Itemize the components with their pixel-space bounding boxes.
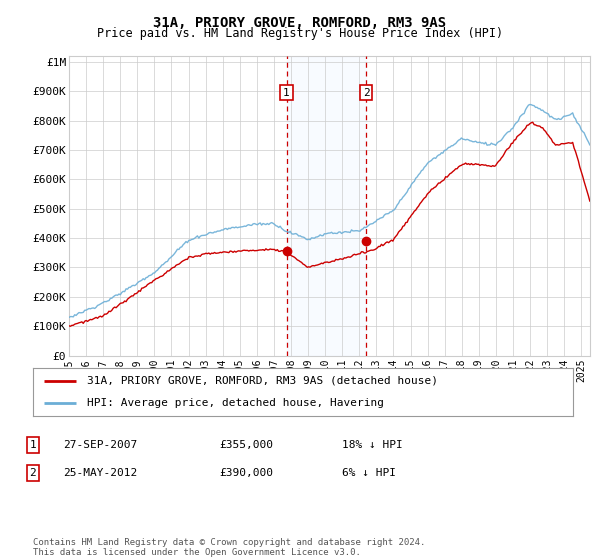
Text: Contains HM Land Registry data © Crown copyright and database right 2024.
This d: Contains HM Land Registry data © Crown c… xyxy=(33,538,425,557)
Text: 18% ↓ HPI: 18% ↓ HPI xyxy=(342,440,403,450)
Text: 25-MAY-2012: 25-MAY-2012 xyxy=(63,468,137,478)
Text: HPI: Average price, detached house, Havering: HPI: Average price, detached house, Have… xyxy=(87,398,384,408)
Text: 1: 1 xyxy=(283,88,290,97)
Text: £390,000: £390,000 xyxy=(219,468,273,478)
Bar xyxy=(287,56,366,356)
Text: 2: 2 xyxy=(29,468,37,478)
Text: 31A, PRIORY GROVE, ROMFORD, RM3 9AS (detached house): 31A, PRIORY GROVE, ROMFORD, RM3 9AS (det… xyxy=(87,376,438,386)
Text: Price paid vs. HM Land Registry's House Price Index (HPI): Price paid vs. HM Land Registry's House … xyxy=(97,27,503,40)
Text: 27-SEP-2007: 27-SEP-2007 xyxy=(63,440,137,450)
Text: 31A, PRIORY GROVE, ROMFORD, RM3 9AS: 31A, PRIORY GROVE, ROMFORD, RM3 9AS xyxy=(154,16,446,30)
Text: 6% ↓ HPI: 6% ↓ HPI xyxy=(342,468,396,478)
Text: 2: 2 xyxy=(363,88,370,97)
Text: 1: 1 xyxy=(29,440,37,450)
Text: £355,000: £355,000 xyxy=(219,440,273,450)
